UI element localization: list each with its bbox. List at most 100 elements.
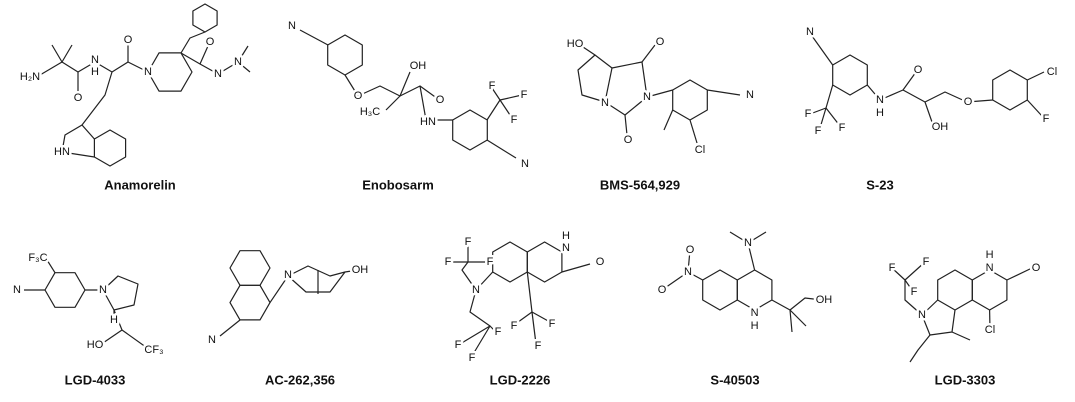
- atom-label: F: [445, 256, 452, 268]
- atom-label: H₃C: [360, 106, 380, 118]
- compound: HO O N N O Cl N BMS-564,929: [564, 33, 756, 192]
- atom-label: F: [489, 80, 496, 92]
- atom-label: N: [472, 284, 480, 296]
- ring: [327, 34, 363, 76]
- compound-name: LGD-4033: [65, 372, 126, 387]
- bond: [486, 99, 501, 121]
- atom-label: O: [964, 96, 973, 108]
- atom-label: OH: [816, 294, 833, 306]
- bond: [39, 61, 63, 76]
- atom-label: N: [918, 309, 926, 321]
- compound-name: LGD-2226: [490, 372, 551, 387]
- bond: [269, 265, 359, 303]
- bond: [924, 101, 933, 123]
- bond: [180, 52, 251, 75]
- ring: [832, 54, 868, 96]
- atom-label: F: [911, 286, 918, 298]
- atom-label: H: [751, 320, 759, 332]
- atom-label: H: [562, 230, 570, 242]
- atom-label: O: [624, 134, 633, 146]
- atom-label: N: [684, 266, 692, 278]
- atom-label: H: [876, 107, 884, 119]
- bond: [61, 124, 95, 158]
- atom-label: H: [91, 66, 99, 78]
- atom-label: F: [521, 89, 528, 101]
- bond: [51, 44, 73, 63]
- ring: [452, 109, 488, 151]
- compound-name: Anamorelin: [104, 177, 176, 192]
- atom-label: O: [74, 92, 83, 104]
- bond: [531, 311, 537, 345]
- ring: [147, 52, 193, 92]
- bond: [577, 54, 613, 103]
- bond: [904, 279, 913, 291]
- atom-label: O: [1032, 262, 1041, 274]
- bond: [491, 87, 523, 101]
- bond: [579, 44, 596, 56]
- bond: [951, 331, 971, 341]
- bond: [789, 297, 823, 311]
- bond: [707, 89, 741, 96]
- bond: [689, 119, 698, 144]
- atom-label: O: [124, 34, 133, 46]
- atom-label: O: [656, 36, 665, 48]
- bond: [624, 114, 628, 136]
- atom-label: F: [839, 122, 846, 134]
- bond: [499, 99, 513, 119]
- atom-label: N: [13, 284, 21, 296]
- compound-name: BMS-564,929: [600, 177, 680, 192]
- atom-label: O: [596, 256, 605, 268]
- bond: [687, 249, 691, 273]
- bond: [904, 280, 923, 316]
- bond: [287, 271, 346, 293]
- atom-label: OH: [932, 121, 949, 133]
- bond: [486, 139, 517, 159]
- bond: [891, 261, 926, 281]
- ring: [93, 129, 127, 167]
- compound-name: S-23: [866, 177, 893, 192]
- bond: [85, 275, 139, 311]
- bond: [385, 95, 401, 111]
- bond: [1006, 267, 1033, 281]
- ring: [937, 269, 973, 311]
- atom-label: H₂N: [20, 71, 40, 83]
- atom-label: N: [288, 20, 296, 32]
- atom-label: HN: [54, 146, 70, 158]
- atom-label: N: [986, 262, 994, 274]
- atom-label: N: [234, 56, 242, 68]
- atom-label: F: [1043, 113, 1050, 125]
- compound: F₃C N N H HO CF₃ LGD-4033: [11, 249, 167, 387]
- atom-label: F: [511, 114, 518, 126]
- bond: [921, 299, 956, 336]
- atom-label: F: [511, 320, 518, 332]
- bond: [604, 61, 648, 116]
- atom-label: H: [110, 314, 118, 326]
- atom-label: N: [601, 97, 609, 109]
- bond: [419, 85, 453, 121]
- atom-label: N: [562, 242, 570, 254]
- bond: [747, 231, 767, 244]
- bond: [344, 74, 439, 100]
- ring: [526, 241, 563, 283]
- bond: [561, 243, 567, 253]
- bond: [646, 89, 673, 98]
- atom-label: O: [436, 94, 445, 106]
- bond: [81, 71, 113, 140]
- ring: [192, 3, 218, 33]
- atom-label: F: [495, 326, 502, 338]
- ring: [44, 272, 86, 308]
- bond: [811, 35, 834, 66]
- atom-label: CF₃: [144, 344, 163, 356]
- atom-label: F: [889, 262, 896, 274]
- atom-label: O: [206, 36, 215, 48]
- atom-label: N: [144, 66, 152, 78]
- atom-label: F: [455, 339, 462, 351]
- bond: [771, 299, 793, 333]
- bond: [641, 44, 656, 63]
- atom-label: N: [806, 26, 814, 38]
- bond: [199, 45, 209, 65]
